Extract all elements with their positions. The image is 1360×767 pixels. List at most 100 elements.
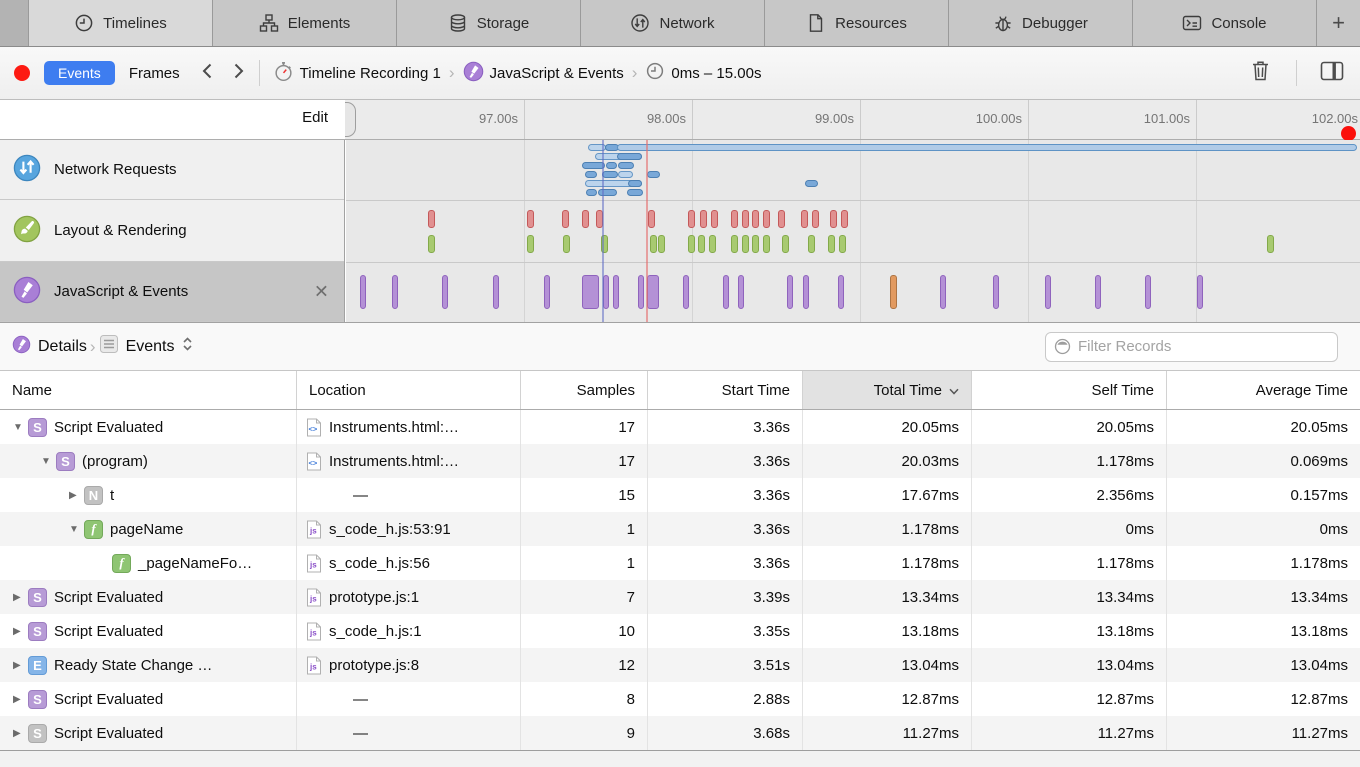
tab-elements[interactable]: Elements	[212, 0, 396, 46]
paint-event-bar[interactable]	[688, 235, 695, 253]
details-sidebar-toggle-icon[interactable]	[1310, 61, 1346, 86]
layout-event-bar[interactable]	[778, 210, 785, 228]
script-event-bar[interactable]	[993, 275, 999, 309]
disclosure-triangle[interactable]: ▶	[13, 592, 28, 603]
script-event-bar[interactable]	[738, 275, 744, 309]
script-event-bar[interactable]	[890, 275, 897, 309]
script-event-bar[interactable]	[803, 275, 809, 309]
script-event-bar[interactable]	[1197, 275, 1203, 309]
script-event-bar[interactable]	[1095, 275, 1101, 309]
add-tab-button[interactable]: +	[1316, 0, 1360, 46]
script-event-bar[interactable]	[683, 275, 689, 309]
script-event-bar[interactable]	[1045, 275, 1051, 309]
events-mode-button[interactable]: Events	[44, 61, 115, 85]
layout-event-bar[interactable]	[562, 210, 569, 228]
network-request-bar[interactable]	[602, 171, 618, 178]
timeline-ruler[interactable]: Edit 97.00s98.00s99.00s100.00s101.00s102…	[0, 100, 1360, 140]
script-event-bar[interactable]	[442, 275, 448, 309]
table-row[interactable]: ▼fpageNamejss_code_h.js:53:9113.36s1.178…	[0, 512, 1360, 546]
layout-event-bar[interactable]	[841, 210, 848, 228]
paint-event-bar[interactable]	[839, 235, 846, 253]
column-header-start-time[interactable]: Start Time	[648, 371, 803, 409]
script-event-bar[interactable]	[838, 275, 844, 309]
tab-timelines[interactable]: Timelines	[28, 0, 212, 46]
layout-event-bar[interactable]	[711, 210, 718, 228]
paint-event-bar[interactable]	[763, 235, 770, 253]
script-event-bar[interactable]	[940, 275, 946, 309]
network-request-bar[interactable]	[598, 189, 617, 196]
layout-event-bar[interactable]	[830, 210, 837, 228]
layout-event-bar[interactable]	[428, 210, 435, 228]
paint-event-bar[interactable]	[731, 235, 738, 253]
tab-resources[interactable]: Resources	[764, 0, 948, 46]
paint-event-bar[interactable]	[698, 235, 705, 253]
column-header-self-time[interactable]: Self Time	[972, 371, 1167, 409]
script-event-bar[interactable]	[723, 275, 729, 309]
table-row[interactable]: ▶SScript Evaluated—82.88s12.87ms12.87ms1…	[0, 682, 1360, 716]
tab-debugger[interactable]: Debugger	[948, 0, 1132, 46]
script-event-bar[interactable]	[647, 275, 659, 309]
network-request-bar[interactable]	[618, 171, 633, 178]
table-row[interactable]: ▶SScript Evaluatedjss_code_h.js:1103.35s…	[0, 614, 1360, 648]
timeline-track-network-requests[interactable]: Network Requests	[0, 140, 344, 200]
table-row[interactable]: ▼SScript Evaluated<>Instruments.html:…17…	[0, 410, 1360, 444]
paint-event-bar[interactable]	[782, 235, 789, 253]
disclosure-triangle[interactable]: ▼	[41, 456, 56, 467]
disclosure-triangle[interactable]: ▶	[69, 490, 84, 501]
frames-mode-button[interactable]: Frames	[129, 65, 180, 82]
disclosure-triangle[interactable]: ▶	[13, 626, 28, 637]
network-request-bar[interactable]	[617, 153, 642, 160]
column-header-location[interactable]: Location	[297, 371, 521, 409]
network-request-bar[interactable]	[618, 162, 634, 169]
trash-icon[interactable]	[1238, 59, 1283, 87]
filter-records-input[interactable]	[1045, 332, 1338, 362]
script-event-bar[interactable]	[392, 275, 398, 309]
layout-event-bar[interactable]	[648, 210, 655, 228]
paint-event-bar[interactable]	[527, 235, 534, 253]
column-header-name[interactable]: Name	[0, 371, 297, 409]
network-request-bar[interactable]	[606, 162, 617, 169]
paint-event-bar[interactable]	[752, 235, 759, 253]
table-row[interactable]: ▶Nt—153.36s17.67ms2.356ms0.157ms	[0, 478, 1360, 512]
column-header-samples[interactable]: Samples	[521, 371, 648, 409]
layout-event-bar[interactable]	[527, 210, 534, 228]
tab-console[interactable]: Console	[1132, 0, 1316, 46]
table-row[interactable]: ▶SScript Evaluatedjsprototype.js:173.39s…	[0, 580, 1360, 614]
script-event-bar[interactable]	[1145, 275, 1151, 309]
layout-event-bar[interactable]	[812, 210, 819, 228]
script-event-bar[interactable]	[613, 275, 619, 309]
edit-button[interactable]: Edit	[302, 109, 328, 126]
table-row[interactable]: ▶EReady State Change …jsprototype.js:812…	[0, 648, 1360, 682]
layout-event-bar[interactable]	[700, 210, 707, 228]
disclosure-triangle[interactable]: ▶	[13, 728, 28, 739]
network-request-bar[interactable]	[628, 180, 642, 187]
table-row[interactable]: ▼S(program)<>Instruments.html:…173.36s20…	[0, 444, 1360, 478]
paint-event-bar[interactable]	[428, 235, 435, 253]
tab-storage[interactable]: Storage	[396, 0, 580, 46]
network-request-bar[interactable]	[585, 171, 597, 178]
ruler-scale[interactable]: 97.00s98.00s99.00s100.00s101.00s102.00s	[345, 100, 1360, 139]
network-request-bar[interactable]	[617, 144, 1357, 151]
network-request-bar[interactable]	[647, 171, 660, 178]
selection-handle[interactable]	[345, 102, 356, 137]
timeline-graphs[interactable]	[346, 140, 1360, 322]
timeline-track-layout-rendering[interactable]: Layout & Rendering	[0, 200, 344, 262]
breadcrumb-item[interactable]: JavaScript & Events	[463, 61, 624, 86]
paint-event-bar[interactable]	[742, 235, 749, 253]
paint-event-bar[interactable]	[828, 235, 835, 253]
close-track-icon[interactable]: ✕	[314, 281, 329, 302]
timeline-track-javascript-events[interactable]: JavaScript & Events✕	[0, 262, 344, 322]
script-event-bar[interactable]	[582, 275, 599, 309]
script-event-bar[interactable]	[493, 275, 499, 309]
script-event-bar[interactable]	[360, 275, 366, 309]
paint-event-bar[interactable]	[658, 235, 665, 253]
layout-event-bar[interactable]	[742, 210, 749, 228]
disclosure-triangle[interactable]: ▶	[13, 660, 28, 671]
script-event-bar[interactable]	[787, 275, 793, 309]
layout-event-bar[interactable]	[731, 210, 738, 228]
paint-event-bar[interactable]	[709, 235, 716, 253]
layout-event-bar[interactable]	[801, 210, 808, 228]
disclosure-triangle[interactable]: ▼	[13, 422, 28, 433]
paint-event-bar[interactable]	[563, 235, 570, 253]
network-request-bar[interactable]	[627, 189, 643, 196]
